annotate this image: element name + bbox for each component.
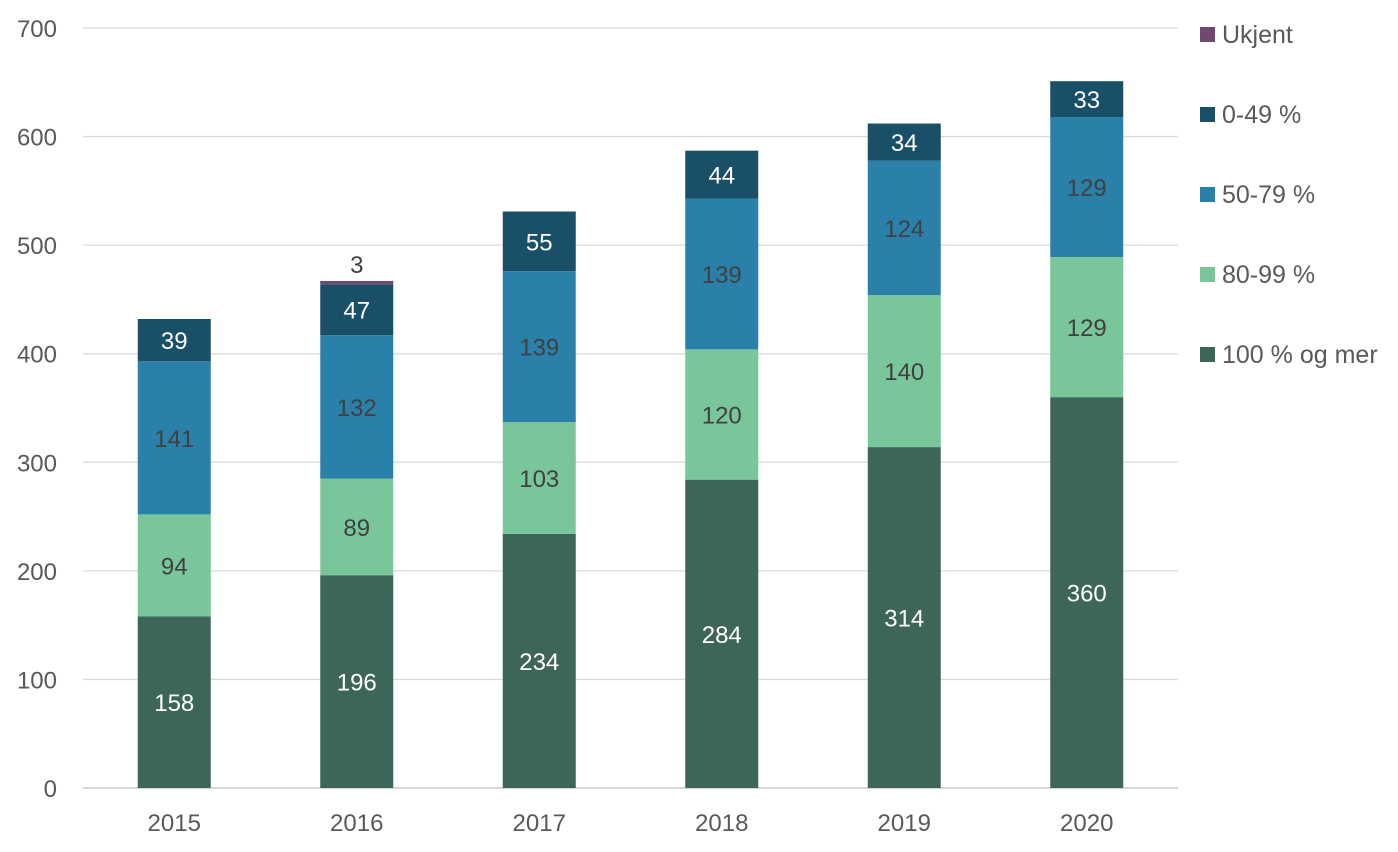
bar-segment xyxy=(320,478,394,576)
bar-segment xyxy=(137,361,211,515)
legend-label: 50-79 % xyxy=(1222,181,1315,209)
bar-segment xyxy=(137,514,211,617)
y-tick-label: 200 xyxy=(17,559,57,586)
bar-segment xyxy=(320,284,394,336)
bar-segment xyxy=(867,160,941,296)
y-tick-label: 100 xyxy=(17,667,57,694)
bar-segment xyxy=(502,271,576,423)
data-label: 234 xyxy=(519,649,559,676)
bar-segment xyxy=(867,447,941,788)
bar-segment xyxy=(685,479,759,788)
data-label: 44 xyxy=(708,163,735,190)
data-label: 33 xyxy=(1073,87,1100,114)
y-tick-label: 500 xyxy=(17,233,57,260)
data-label: 140 xyxy=(884,359,924,386)
x-tick-label: 2016 xyxy=(330,810,383,837)
y-tick-label: 600 xyxy=(17,125,57,152)
data-label: 141 xyxy=(154,426,194,453)
y-tick-label: 400 xyxy=(17,342,57,369)
bar-segment xyxy=(685,198,759,350)
data-label: 314 xyxy=(884,606,924,633)
data-label: 158 xyxy=(154,690,194,717)
bar-segment xyxy=(502,533,576,788)
x-tick-label: 2015 xyxy=(148,810,201,837)
legend-label: Ukjent xyxy=(1222,21,1293,49)
legend: Ukjent 0-49 % 50-79 % 80-99 % 100 % og mer xyxy=(1200,21,1378,369)
x-tick-label: 2017 xyxy=(513,810,566,837)
bars: 158 94 141 39 196 89 132 47 3 234 103 139 55 284 120 13… xyxy=(137,81,1124,788)
bar-segment xyxy=(1050,397,1124,788)
bar-segment xyxy=(685,150,759,199)
data-label: 34 xyxy=(891,130,918,157)
y-tick-label: 700 xyxy=(17,16,57,43)
bar-segment xyxy=(1050,81,1124,118)
data-label: 132 xyxy=(337,395,377,422)
x-tick-label: 2019 xyxy=(878,810,931,837)
bar-segment xyxy=(867,295,941,448)
legend-label: 80-99 % xyxy=(1222,261,1315,289)
bar-segment xyxy=(1050,257,1124,398)
bar-segment xyxy=(502,422,576,534)
bar-segment xyxy=(685,349,759,480)
y-tick-label: 0 xyxy=(44,776,57,803)
data-label: 196 xyxy=(337,670,377,697)
data-label: 129 xyxy=(1067,175,1107,202)
data-label: 139 xyxy=(519,335,559,362)
legend-swatch xyxy=(1200,187,1215,202)
data-label: 360 xyxy=(1067,581,1107,608)
data-label: 284 xyxy=(702,622,742,649)
bar-segment xyxy=(320,575,394,788)
data-label: 89 xyxy=(343,515,370,542)
data-label: 139 xyxy=(702,262,742,289)
y-axis-ticks: 0 100 200 300 400 500 600 700 xyxy=(17,16,57,803)
data-label: 47 xyxy=(343,298,370,325)
data-label: 129 xyxy=(1067,315,1107,342)
legend-swatch xyxy=(1200,267,1215,282)
legend-swatch xyxy=(1200,107,1215,122)
bar-segment xyxy=(320,335,394,479)
x-tick-label: 2020 xyxy=(1060,810,1113,837)
data-label: 94 xyxy=(161,553,188,580)
gridlines xyxy=(83,27,1178,789)
legend-label: 100 % og mer xyxy=(1222,341,1378,369)
data-label: 103 xyxy=(519,466,559,493)
legend-swatch xyxy=(1200,27,1215,42)
data-label: 124 xyxy=(884,216,924,243)
data-label: 39 xyxy=(161,328,188,355)
legend-label: 0-49 % xyxy=(1222,101,1301,129)
legend-swatch xyxy=(1200,347,1215,362)
data-label: 120 xyxy=(702,403,742,430)
x-tick-label: 2018 xyxy=(695,810,748,837)
x-axis-ticks: 2015 2016 2017 2018 2019 2020 xyxy=(148,810,1114,837)
bar-segment xyxy=(137,318,211,362)
bar-segment xyxy=(320,280,394,285)
bar-segment xyxy=(867,123,941,161)
y-tick-label: 300 xyxy=(17,450,57,477)
bar-segment xyxy=(502,211,576,272)
bar-segment xyxy=(1050,117,1124,258)
data-label: 55 xyxy=(526,229,553,256)
data-label: 3 xyxy=(350,252,363,279)
bar-segment xyxy=(137,616,211,788)
